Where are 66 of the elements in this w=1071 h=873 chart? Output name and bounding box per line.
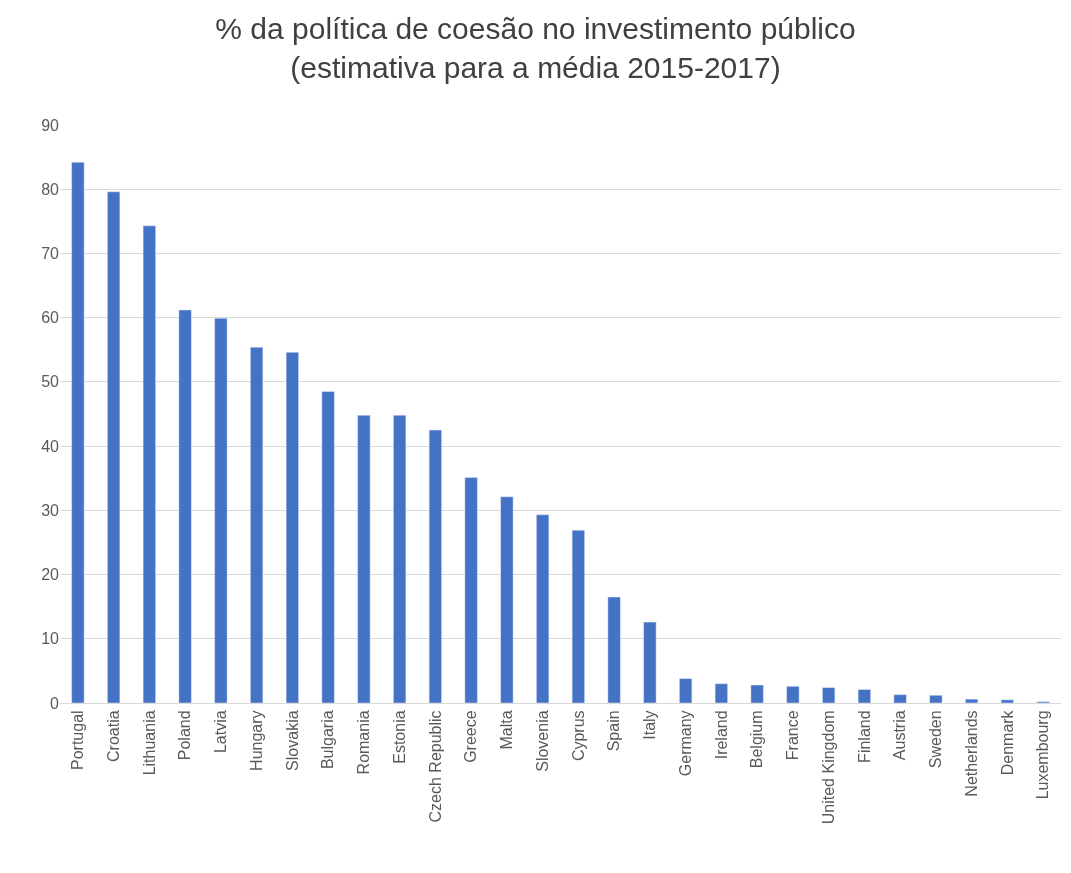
x-tick-label: Lithuania — [140, 710, 158, 776]
x-tick-label: Estonia — [390, 710, 408, 764]
bar — [643, 621, 657, 703]
x-tick-label: Finland — [855, 710, 873, 763]
y-tick-label: 70 — [41, 245, 60, 263]
bar — [929, 695, 943, 703]
bar — [965, 698, 979, 703]
bar — [679, 678, 693, 703]
x-tick-label: Poland — [176, 710, 194, 761]
bar — [71, 162, 85, 703]
x-tick-label: Croatia — [104, 710, 122, 762]
x-tick-label: Austria — [891, 710, 909, 761]
x-tick-label: Portugal — [69, 710, 87, 770]
bar — [714, 683, 728, 703]
bar — [857, 689, 871, 703]
bar — [178, 309, 192, 703]
x-tick-label: Bulgaria — [319, 710, 337, 770]
bar — [786, 686, 800, 703]
x-tick-label: Germany — [676, 710, 694, 777]
x-tick-label: Ireland — [712, 710, 730, 760]
x-tick-label: Netherlands — [962, 710, 980, 797]
x-tick-label: France — [784, 710, 802, 761]
y-tick-label: 80 — [41, 180, 60, 198]
bar — [107, 191, 121, 703]
bar — [750, 684, 764, 703]
bar — [536, 514, 550, 703]
bar — [571, 529, 585, 703]
bar — [1000, 699, 1014, 703]
bar — [250, 346, 264, 703]
x-tick-label: Latvia — [212, 710, 230, 754]
bar — [500, 496, 514, 703]
x-tick-label: Sweden — [927, 710, 945, 769]
bar — [321, 391, 335, 703]
x-tick-label: Denmark — [998, 709, 1016, 776]
y-tick-label: 0 — [50, 694, 60, 712]
bar — [393, 415, 407, 703]
bar — [822, 687, 836, 703]
bar — [357, 415, 371, 703]
bar — [142, 225, 156, 703]
x-tick-label: Romania — [355, 710, 373, 775]
bar — [464, 477, 478, 703]
y-tick-label: 20 — [41, 566, 60, 584]
x-tick-label: Luxembourg — [1034, 710, 1052, 800]
y-tick-label: 40 — [41, 437, 60, 455]
x-tick-label: Belgium — [748, 710, 766, 769]
bar — [893, 694, 907, 703]
y-tick-label: 60 — [41, 309, 60, 327]
x-tick-label: Hungary — [247, 710, 265, 771]
bar — [607, 596, 621, 703]
y-tick-label: 10 — [41, 630, 60, 648]
y-tick-label: 50 — [41, 373, 60, 391]
x-tick-label: Spain — [605, 710, 623, 752]
x-tick-label: Cyprus — [569, 710, 587, 762]
bar — [285, 352, 299, 703]
bar — [428, 429, 442, 703]
x-tick-label: United Kingdom — [819, 710, 837, 825]
x-tick-label: Slovakia — [283, 710, 301, 771]
x-tick-label: Malta — [498, 710, 516, 750]
bar — [214, 318, 228, 703]
x-tick-label: Italy — [641, 710, 659, 740]
x-tick-label: Greece — [462, 710, 480, 763]
x-tick-label: Czech Republic — [426, 710, 444, 823]
chart-title: % da política de coesão no investimento público (estimativa para a média 2015-2017) — [215, 12, 856, 85]
y-tick-label: 30 — [41, 501, 60, 519]
y-tick-label: 90 — [41, 116, 60, 134]
x-tick-label: Slovenia — [533, 710, 551, 772]
